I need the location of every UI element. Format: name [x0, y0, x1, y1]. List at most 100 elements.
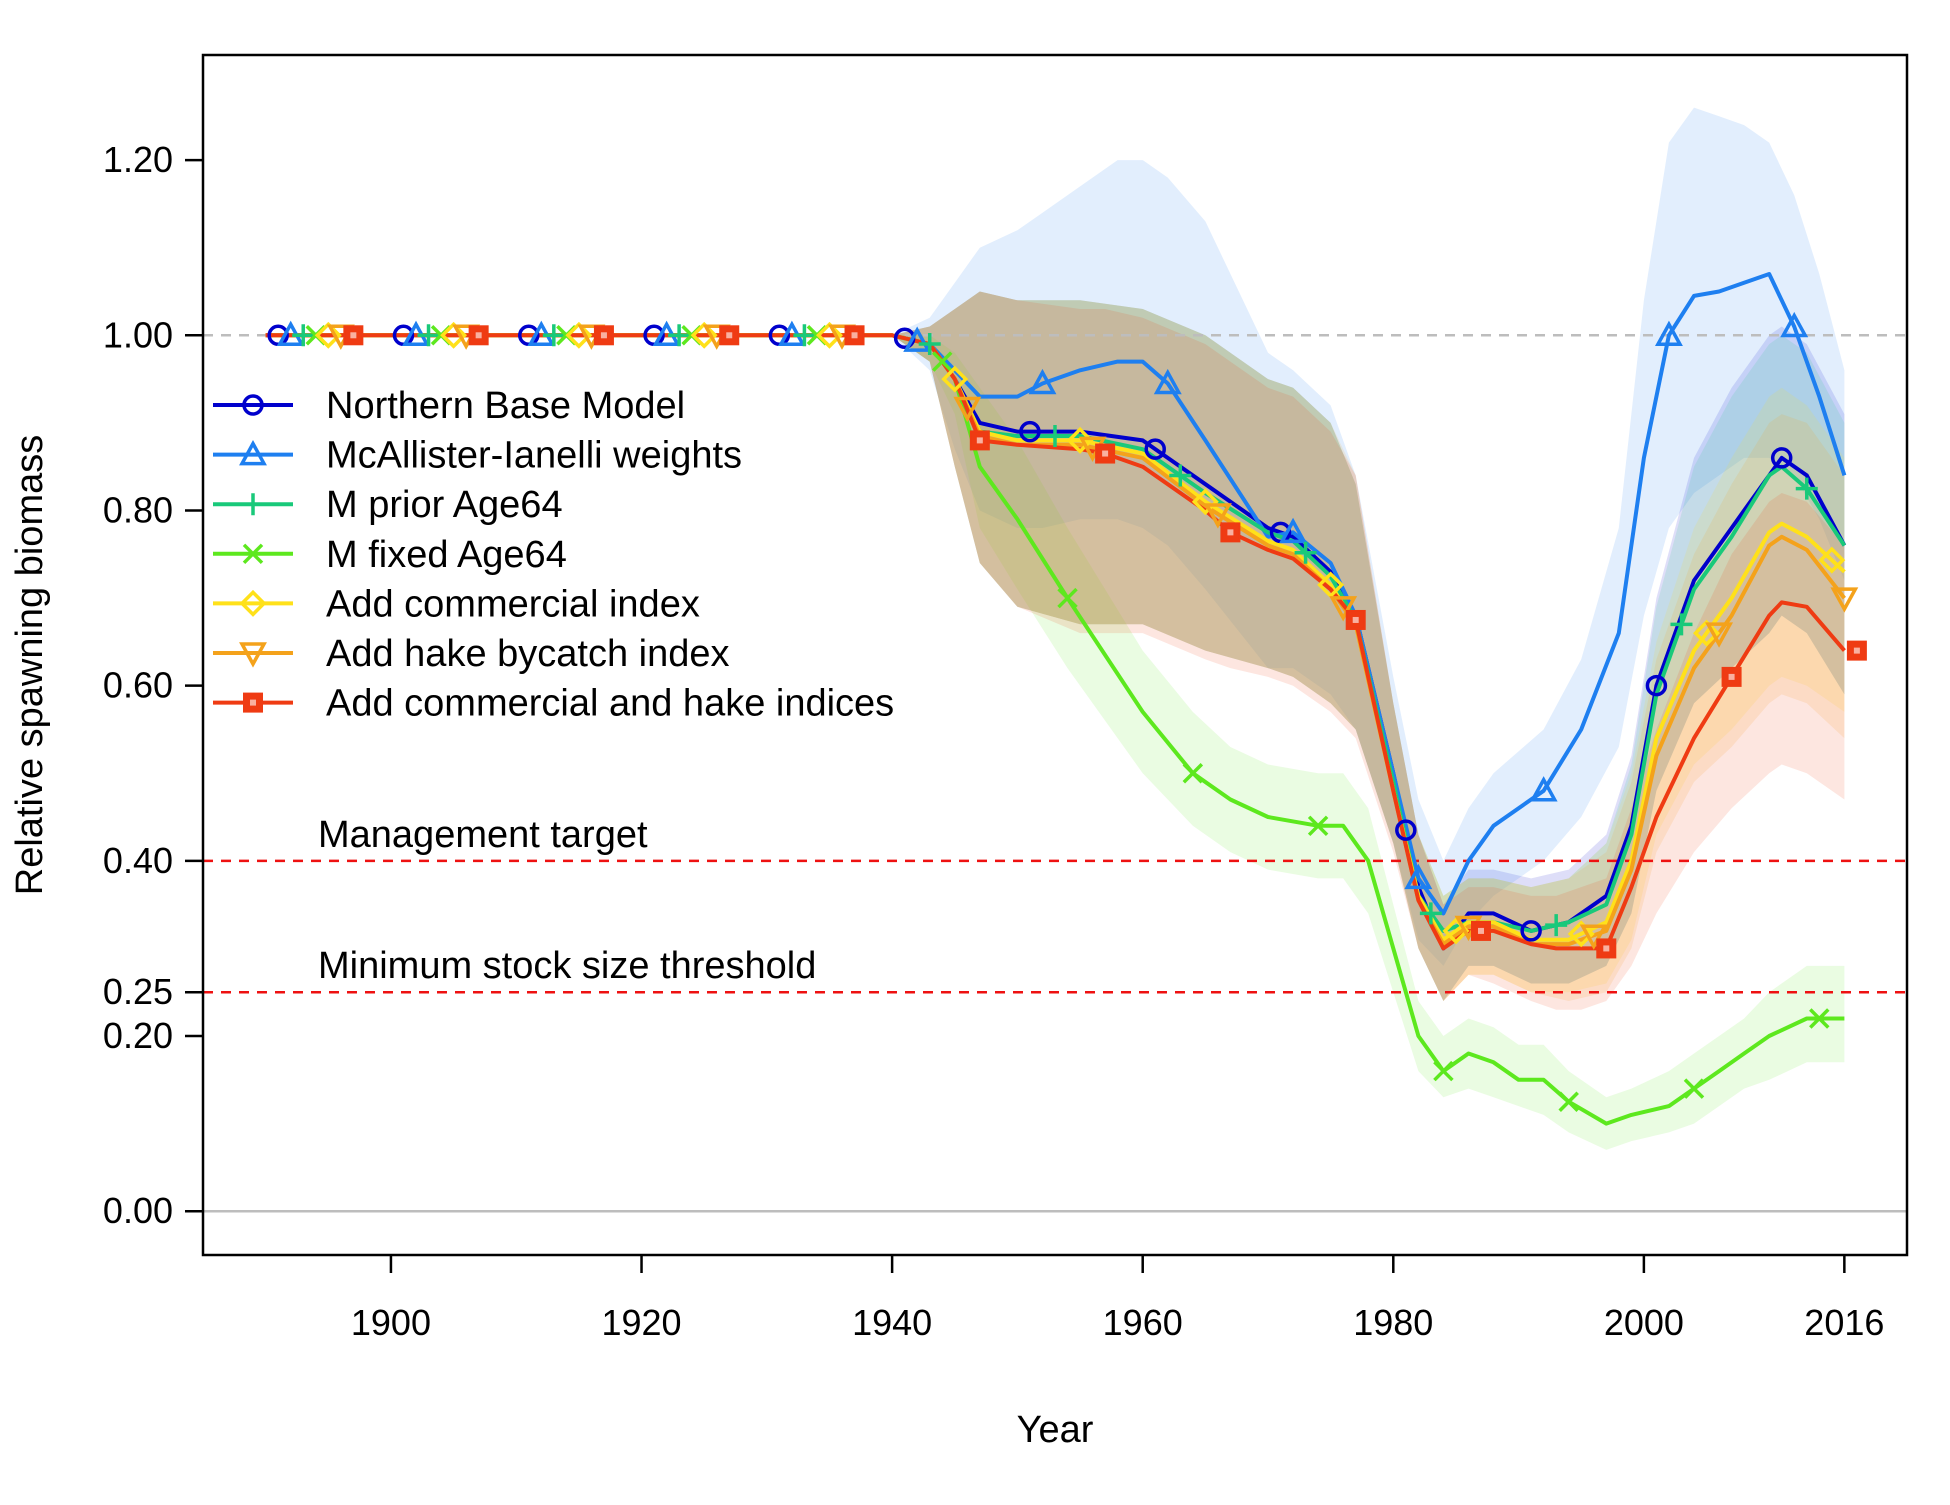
marker-add-commercial-and-hake-indices-0-inner	[350, 332, 357, 339]
x-axis-title: Year	[1017, 1409, 1094, 1451]
x-tick-label-2: 1940	[852, 1302, 932, 1343]
marker-add-commercial-index-2	[565, 321, 593, 349]
marker-mcallister-ianelli-weights-5	[903, 326, 932, 352]
marker-add-commercial-and-hake-indices-8-inner	[1352, 616, 1359, 623]
marker-add-hake-bycatch-index-7	[1203, 503, 1232, 529]
legend-label-mcallister-ianelli-weights: McAllister-Ianelli weights	[326, 435, 742, 477]
marker-mcallister-ianelli-weights-11	[1654, 320, 1683, 347]
marker-northern-base-model-9	[1395, 819, 1417, 841]
marker-add-commercial-index-3	[690, 321, 718, 349]
marker-m-fixed-age64-11	[1683, 1078, 1705, 1099]
marker-add-commercial-index-10	[1567, 920, 1595, 948]
marker-m-prior-age64-7	[1169, 464, 1192, 487]
marker-add-hake-bycatch-index-12	[1830, 587, 1859, 613]
legend-marker-m-prior-age64	[242, 493, 264, 516]
series-line-add-commercial-and-hake-indices	[265, 333, 1846, 951]
marker-northern-base-model-10	[1520, 920, 1542, 942]
marker-mcallister-ianelli-weights-7	[1153, 368, 1182, 395]
y-tick-label-4: 0.60	[103, 665, 173, 706]
marker-m-prior-age64-8	[1294, 541, 1317, 564]
marker-add-commercial-and-hake-indices-7-inner	[1227, 529, 1234, 536]
y-tick-label-5: 0.80	[103, 489, 173, 530]
legend-marker-add-commercial-and-hake-indices-inner	[250, 699, 256, 706]
x-tick-label-1: 1920	[601, 1302, 681, 1343]
marker-mcallister-ianelli-weights-9	[1404, 863, 1433, 890]
series-markers	[267, 311, 1867, 1112]
marker-northern-base-model-7	[1144, 438, 1166, 460]
marker-m-prior-age64-12	[1795, 477, 1818, 500]
confidence-bands	[265, 107, 1845, 1150]
marker-m-prior-age64-5	[918, 333, 941, 356]
marker-mcallister-ianelli-weights-10	[1529, 776, 1558, 802]
marker-mcallister-ianelli-weights-6	[1028, 368, 1057, 395]
legend-label-add-commercial-and-hake-indices: Add commercial and hake indices	[326, 683, 894, 725]
marker-add-commercial-index-11	[1693, 619, 1721, 647]
marker-add-commercial-index-4	[815, 321, 843, 349]
y-tick-label-6: 1.00	[103, 314, 173, 355]
marker-m-prior-age64-2	[542, 324, 565, 347]
marker-add-commercial-and-hake-indices-6-inner	[1102, 450, 1109, 457]
marker-add-commercial-and-hake-indices-10-inner	[1603, 945, 1610, 952]
legend-marker-add-commercial-index	[239, 589, 267, 617]
marker-add-commercial-index-5	[941, 365, 969, 393]
marker-add-commercial-index-0	[314, 321, 342, 349]
marker-add-hake-bycatch-index-8	[1329, 596, 1358, 622]
marker-add-commercial-index-7	[1191, 488, 1219, 516]
y-tick-label-3: 0.40	[103, 840, 173, 881]
marker-m-prior-age64-11	[1670, 613, 1693, 636]
y-tick-label-2: 0.25	[103, 971, 173, 1012]
marker-add-hake-bycatch-index-10	[1579, 924, 1608, 950]
marker-add-commercial-and-hake-indices-12-inner	[1853, 647, 1860, 654]
legend-label-northern-base-model: Northern Base Model	[326, 385, 685, 427]
legend-label-m-fixed-age64: M fixed Age64	[326, 534, 567, 576]
marker-m-prior-age64-0	[292, 324, 315, 347]
marker-m-prior-age64-4	[793, 324, 816, 347]
reference-lines: Management target Minimum stock size thre…	[203, 334, 1907, 1213]
y-tick-label-7: 1.20	[103, 139, 173, 180]
x-tick-label-5: 2000	[1604, 1302, 1684, 1343]
legend-marker-m-fixed-age64	[242, 543, 264, 565]
reference-label-management-target: Management target	[318, 814, 648, 856]
band-m-fixed-age64	[265, 335, 1845, 1150]
marker-m-prior-age64-6	[1044, 425, 1066, 448]
marker-add-commercial-and-hake-indices-5-inner	[976, 437, 983, 444]
reference-label-minimum-stock-size-threshold: Minimum stock size threshold	[318, 945, 816, 987]
marker-mcallister-ianelli-weights-8	[1279, 517, 1308, 544]
marker-m-prior-age64-9	[1419, 902, 1442, 925]
marker-m-fixed-age64-12	[1809, 1008, 1830, 1029]
legend-label-add-hake-bycatch-index: Add hake bycatch index	[326, 633, 730, 675]
marker-m-fixed-age64-9	[1433, 1060, 1454, 1082]
marker-m-prior-age64-1	[417, 324, 440, 347]
y-tick-label-0: 0.00	[103, 1190, 173, 1231]
marker-add-commercial-and-hake-indices-1-inner	[475, 332, 482, 339]
marker-m-fixed-age64-5	[931, 351, 953, 372]
marker-add-commercial-and-hake-indices-3-inner	[726, 332, 733, 339]
marker-add-commercial-and-hake-indices-9-inner	[1478, 927, 1484, 934]
marker-add-hake-bycatch-index-5	[953, 396, 982, 423]
marker-add-commercial-and-hake-indices-11-inner	[1728, 673, 1735, 680]
y-axis-title: Relative spawning biomass	[9, 435, 51, 895]
marker-add-hake-bycatch-index-11	[1705, 622, 1734, 648]
marker-m-fixed-age64-8	[1307, 815, 1329, 837]
marker-add-commercial-and-hake-indices-2-inner	[600, 332, 607, 339]
marker-add-commercial-index-12	[1818, 546, 1846, 574]
marker-add-commercial-and-hake-indices-4-inner	[851, 332, 858, 339]
marker-mcallister-ianelli-weights-12	[1780, 311, 1809, 338]
y-tick-label-1: 0.20	[103, 1015, 173, 1056]
axes: 0.00 0.200.25 0.40 0.60 0.80 1.00 1.20 1900 1920…	[9, 53, 1909, 1451]
marker-add-commercial-index-1	[440, 321, 468, 349]
marker-m-prior-age64-3	[668, 324, 691, 347]
legend-marker-mcallister-ianelli-weights	[239, 439, 267, 466]
legend-marker-add-hake-bycatch-index	[239, 642, 267, 668]
legend-label-m-prior-age64: M prior Age64	[326, 484, 563, 526]
x-tick-label-6: 2016	[1804, 1302, 1884, 1343]
marker-m-fixed-age64-7	[1182, 763, 1204, 784]
marker-northern-base-model-11	[1645, 674, 1668, 697]
marker-m-prior-age64-10	[1545, 914, 1568, 937]
plot-frame	[201, 53, 1909, 1257]
legend-marker-northern-base-model	[242, 394, 264, 416]
marker-m-fixed-age64-6	[1057, 587, 1078, 609]
marker-m-fixed-age64-10	[1558, 1091, 1579, 1112]
